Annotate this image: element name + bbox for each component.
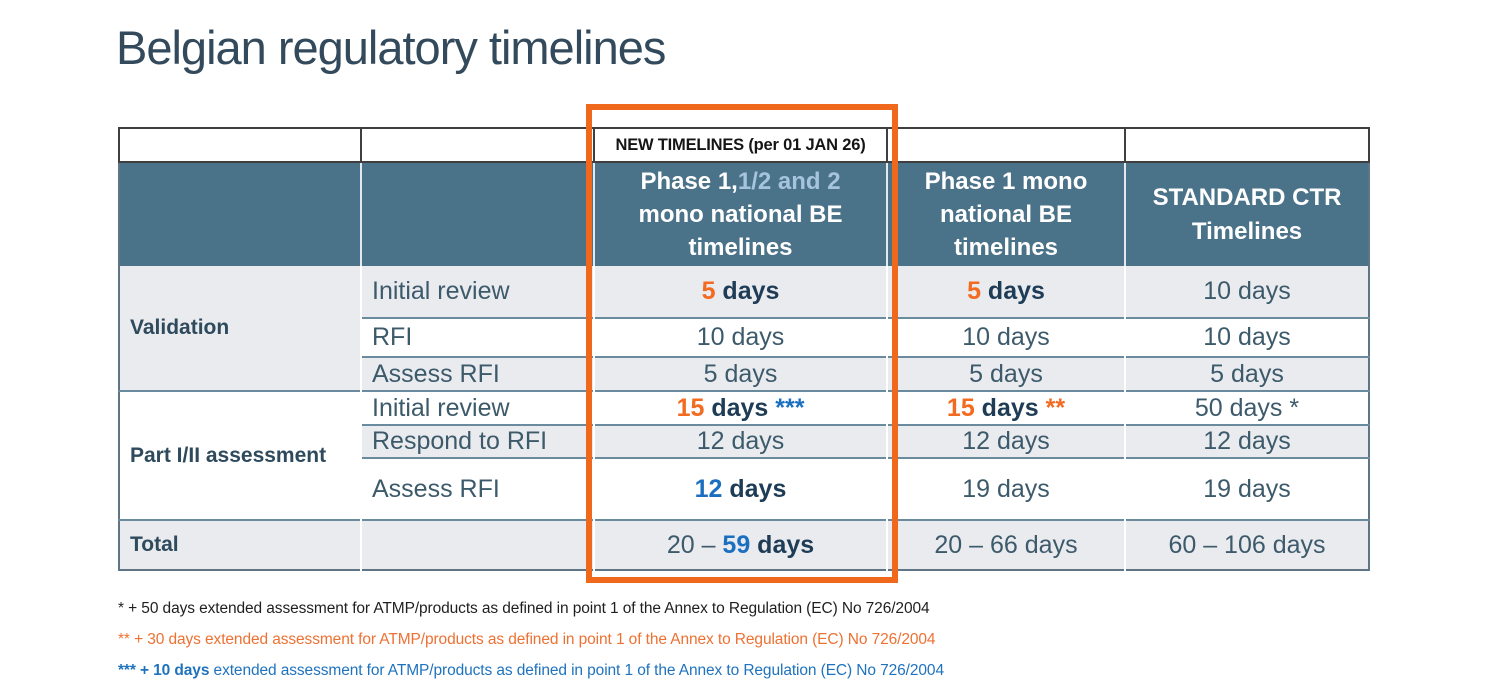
cell-part-respond-mono: 12 days xyxy=(886,424,1125,458)
cell-validation-assess-mono: 5 days xyxy=(886,356,1125,391)
banner-empty-cell xyxy=(1124,127,1370,163)
task-validation-assess-rfi: Assess RFI xyxy=(360,356,594,391)
value-number: 5 xyxy=(701,277,716,305)
cell-validation-initial-ctr: 10 days xyxy=(1124,266,1369,318)
footnote-text: extended assessment for ATMP/products as… xyxy=(200,631,936,648)
task-part-respond-rfi: Respond to RFI xyxy=(360,424,594,458)
cell-validation-rfi-ctr: 10 days xyxy=(1124,317,1369,357)
new-timelines-banner: NEW TIMELINES (per 01 JAN 26) xyxy=(593,127,888,163)
task-part-assess-rfi: Assess RFI xyxy=(360,457,594,520)
footnote-3: *** + 10 days extended assessment for AT… xyxy=(118,662,944,679)
cell-part-assess-ctr: 19 days xyxy=(1124,457,1369,520)
cell-validation-initial-mono: 5 days xyxy=(886,266,1125,318)
table-row: RFI 10 days 10 days 10 days xyxy=(119,317,1369,357)
value-number: 15 xyxy=(676,393,705,422)
footnote-lead: *** + 10 days xyxy=(118,662,210,679)
footnote-mark: *** xyxy=(775,393,805,422)
cell-part-assess-new: 12 days xyxy=(593,457,887,520)
col-header-new-timelines: Phase 1,1/2 and 2 mono national BE timel… xyxy=(593,162,887,266)
header-part-white: mono national BE timelines xyxy=(638,200,843,262)
value-unit: days xyxy=(704,393,776,422)
value-unit: days xyxy=(715,277,780,305)
header-empty-cell xyxy=(119,162,361,266)
banner-empty-cell xyxy=(360,127,595,163)
table-row: Part I/II assessment Initial review 15 d… xyxy=(119,390,1369,520)
page-title: Belgian regulatory timelines xyxy=(116,21,666,74)
banner-row: NEW TIMELINES (per 01 JAN 26) xyxy=(118,127,1370,163)
value-unit: days xyxy=(974,393,1046,422)
cell-part-respond-new: 12 days xyxy=(593,424,887,458)
col-header-phase1-mono: Phase 1 mono national BE timelines xyxy=(886,162,1125,266)
total-row: Total 20 – 59 days 20 – 66 days 60 – 106… xyxy=(119,519,1369,570)
footnote-text: extended assessment for ATMP/products as… xyxy=(209,662,945,679)
cell-validation-assess-ctr: 5 days xyxy=(1124,356,1369,391)
table-row: Assess RFI 5 days 5 days 5 days xyxy=(119,356,1369,391)
cell-validation-rfi-new: 10 days xyxy=(593,317,887,357)
footnote-1: * + 50 days extended assessment for ATMP… xyxy=(118,600,944,617)
task-validation-rfi: RFI xyxy=(360,317,594,357)
header-part-lightblue: 1/2 and 2 xyxy=(737,167,841,195)
cell-validation-rfi-mono: 10 days xyxy=(886,317,1125,357)
table-row: Assess RFI 12 days 19 days 19 days xyxy=(119,457,1369,520)
banner-empty-cell xyxy=(886,127,1126,163)
cell-validation-assess-new: 5 days xyxy=(593,356,887,391)
cell-part-assess-mono: 19 days xyxy=(886,457,1125,520)
header-empty-cell xyxy=(360,162,594,266)
cell-total-new: 20 – 59 days xyxy=(593,519,887,570)
banner-empty-cell xyxy=(118,127,362,163)
value-unit: days xyxy=(750,530,815,559)
cell-part-initial-ctr: 50 days * xyxy=(1124,390,1369,425)
cell-part-initial-new: 15 days *** xyxy=(593,390,887,425)
footnote-2: ** + 30 days extended assessment for ATM… xyxy=(118,631,944,648)
value-prefix: 20 – xyxy=(666,530,723,559)
value-number: 12 xyxy=(694,474,723,503)
footnote-mark: ** xyxy=(1045,393,1066,422)
task-validation-initial-review: Initial review xyxy=(360,266,594,318)
total-label: Total xyxy=(119,519,361,570)
footnote-text: extended assessment for ATMP/products as… xyxy=(194,600,930,617)
footnotes: * + 50 days extended assessment for ATMP… xyxy=(118,600,944,693)
footnote-lead: ** + 30 days xyxy=(118,631,201,648)
col-header-standard-ctr: STANDARD CTR Timelines xyxy=(1124,162,1369,266)
header-row: Phase 1,1/2 and 2 mono national BE timel… xyxy=(119,162,1369,266)
cell-validation-initial-new: 5 days xyxy=(593,266,887,318)
cell-total-mono: 20 – 66 days xyxy=(886,519,1125,570)
timelines-table: NEW TIMELINES (per 01 JAN 26) Phase 1,1/… xyxy=(118,127,1370,571)
cell-part-initial-mono: 15 days ** xyxy=(886,390,1125,425)
value-number: 59 xyxy=(722,530,751,559)
table-row: Validation Initial review 5 days 5 days … xyxy=(119,266,1369,391)
footnote-lead: * + 50 days xyxy=(118,600,195,617)
section-label-validation: Validation xyxy=(119,266,361,391)
value-unit: days xyxy=(722,474,787,503)
value-number: 5 xyxy=(967,277,981,305)
header-part-white: Phase 1, xyxy=(640,167,738,195)
task-part-initial-review: Initial review xyxy=(360,390,594,425)
total-empty-cell xyxy=(360,519,594,570)
section-label-part-assessment: Part I/II assessment xyxy=(119,390,361,520)
cell-part-respond-ctr: 12 days xyxy=(1124,424,1369,458)
table-row: Respond to RFI 12 days 12 days 12 days xyxy=(119,424,1369,458)
cell-total-ctr: 60 – 106 days xyxy=(1124,519,1369,570)
value-unit: days xyxy=(980,277,1045,305)
value-number: 15 xyxy=(946,393,975,422)
